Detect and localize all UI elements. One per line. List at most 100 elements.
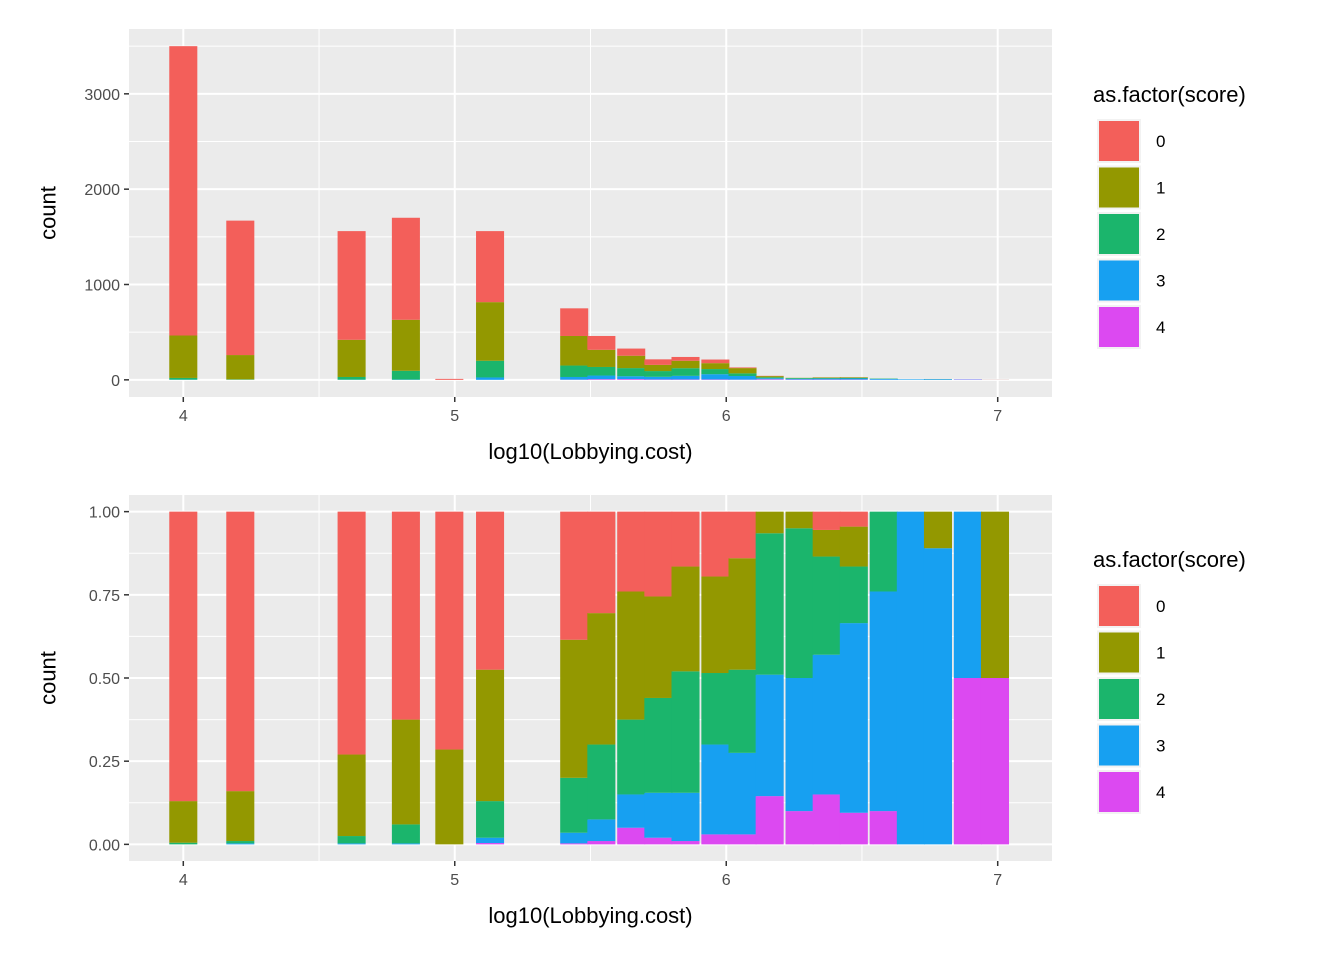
bar-segment-score-1 xyxy=(587,613,616,745)
bar-segment-score-0 xyxy=(812,511,841,530)
bar-segment-score-1 xyxy=(755,376,784,378)
bar-segment-score-4 xyxy=(617,827,646,845)
bar-segment-score-2 xyxy=(587,366,616,376)
legend-label-score-1: 1 xyxy=(1156,644,1165,663)
bar-segment-score-0 xyxy=(644,359,673,365)
bar-segment-score-1 xyxy=(169,801,198,843)
y-tick-label: 1.00 xyxy=(89,505,120,522)
y-tick-label: 0.00 xyxy=(89,837,120,854)
bar-segment-score-1 xyxy=(226,355,255,380)
x-tick-label: 4 xyxy=(179,872,188,889)
legend-swatch-score-4 xyxy=(1099,307,1139,347)
bar-segment-score-3 xyxy=(839,378,868,380)
y-tick-label: 0.25 xyxy=(89,754,120,771)
bar-segment-score-1 xyxy=(785,511,814,529)
bar-segment-score-4 xyxy=(869,811,898,845)
bar-segment-score-1 xyxy=(923,511,953,549)
bar-segment-score-3 xyxy=(644,376,673,380)
bar-segment-score-1 xyxy=(587,349,616,367)
bar-segment-score-0 xyxy=(476,231,505,303)
bottom-x-axis: 4 5 6 7 xyxy=(179,861,1002,889)
bar-segment-score-3 xyxy=(923,379,953,380)
bar-segment-score-3 xyxy=(644,792,673,838)
bar-segment-score-1 xyxy=(644,364,673,372)
x-tick-label: 7 xyxy=(993,872,1002,889)
bar-segment-score-2 xyxy=(169,377,198,380)
bar-segment-score-1 xyxy=(755,511,784,534)
bar-segment-score-1 xyxy=(812,529,841,557)
bar-segment-score-2 xyxy=(812,556,841,655)
bottom-x-axis-title: log10(Lobbying.cost) xyxy=(488,903,692,928)
x-tick-label: 7 xyxy=(993,408,1002,425)
top-legend-title: as.factor(score) xyxy=(1093,82,1246,107)
top-y-axis-title: count xyxy=(36,186,61,240)
bar-segment-score-2 xyxy=(671,368,700,376)
legend-label-score-1: 1 xyxy=(1156,179,1165,198)
bar-segment-score-2 xyxy=(226,841,255,844)
bar-segment-score-0 xyxy=(169,46,198,336)
bar-segment-score-4 xyxy=(785,811,814,845)
bar-segment-score-1 xyxy=(617,355,646,369)
x-tick-label: 4 xyxy=(179,408,188,425)
bar-segment-score-2 xyxy=(476,360,505,378)
bar-segment-score-2 xyxy=(617,719,646,795)
bar-segment-score-3 xyxy=(812,378,841,380)
legend-label-score-0: 0 xyxy=(1156,132,1165,151)
bar-segment-score-4 xyxy=(587,379,616,380)
bar-segment-score-3 xyxy=(671,792,700,842)
bar-segment-score-4 xyxy=(701,834,730,845)
bar-segment-score-1 xyxy=(617,591,646,720)
bar-segment-score-2 xyxy=(755,377,784,379)
bar-segment-score-2 xyxy=(337,376,366,380)
bar-segment-score-0 xyxy=(337,231,366,340)
bar-segment-score-2 xyxy=(812,377,841,379)
bar-segment-score-3 xyxy=(476,377,505,380)
bar-segment-score-3 xyxy=(617,376,646,380)
bar-segment-score-0 xyxy=(671,356,700,361)
bar-segment-score-3 xyxy=(728,752,757,835)
bar-segment-score-3 xyxy=(755,378,784,380)
legend-label-score-3: 3 xyxy=(1156,272,1165,291)
bar-segment-score-0 xyxy=(617,511,646,592)
legend-label-score-4: 4 xyxy=(1156,783,1165,802)
bar-segment-score-4 xyxy=(617,379,646,380)
x-tick-label: 6 xyxy=(722,408,731,425)
bar-segment-score-1 xyxy=(728,368,757,374)
bar-segment-score-0 xyxy=(226,511,255,792)
bar-segment-score-4 xyxy=(476,843,505,845)
legend-swatch-score-1 xyxy=(1099,167,1139,208)
bar-segment-score-1 xyxy=(169,335,198,378)
bar-segment-score-3 xyxy=(785,378,814,380)
bar-segment-score-3 xyxy=(728,376,757,380)
bar-segment-score-4 xyxy=(755,796,784,845)
top-x-axis: 4 5 6 7 xyxy=(179,397,1002,425)
y-tick-label: 2000 xyxy=(84,182,120,199)
bar-segment-score-1 xyxy=(560,335,589,366)
y-tick-label: 0.75 xyxy=(89,588,120,605)
bar-segment-score-0 xyxy=(728,511,757,559)
bar-segment-score-3 xyxy=(476,837,505,844)
bar-segment-score-2 xyxy=(560,777,589,833)
legend-label-score-0: 0 xyxy=(1156,597,1165,616)
bar-segment-score-1 xyxy=(560,639,589,778)
bar-segment-score-2 xyxy=(644,697,673,793)
top-y-axis: 0 1000 2000 3000 xyxy=(84,87,129,390)
bar-segment-score-0 xyxy=(587,335,616,350)
bar-segment-score-3 xyxy=(869,591,898,812)
bar-segment-score-0 xyxy=(671,511,700,567)
bar-segment-score-3 xyxy=(896,511,925,845)
bar-segment-score-0 xyxy=(435,378,464,380)
bar-segment-score-2 xyxy=(391,824,420,844)
top-legend: as.factor(score) 0 1 2 3 4 xyxy=(1093,82,1246,349)
x-tick-label: 5 xyxy=(450,408,459,425)
top-x-axis-title: log10(Lobbying.cost) xyxy=(488,439,692,464)
bar-segment-score-3 xyxy=(587,819,616,842)
bar-segment-score-0 xyxy=(226,220,255,356)
y-tick-label: 3000 xyxy=(84,87,120,104)
bar-segment-score-4 xyxy=(671,841,700,845)
legend-swatch-score-3 xyxy=(1099,260,1139,301)
bar-segment-score-0 xyxy=(701,511,730,577)
bar-segment-score-0 xyxy=(391,217,420,320)
bar-segment-score-2 xyxy=(169,842,198,845)
